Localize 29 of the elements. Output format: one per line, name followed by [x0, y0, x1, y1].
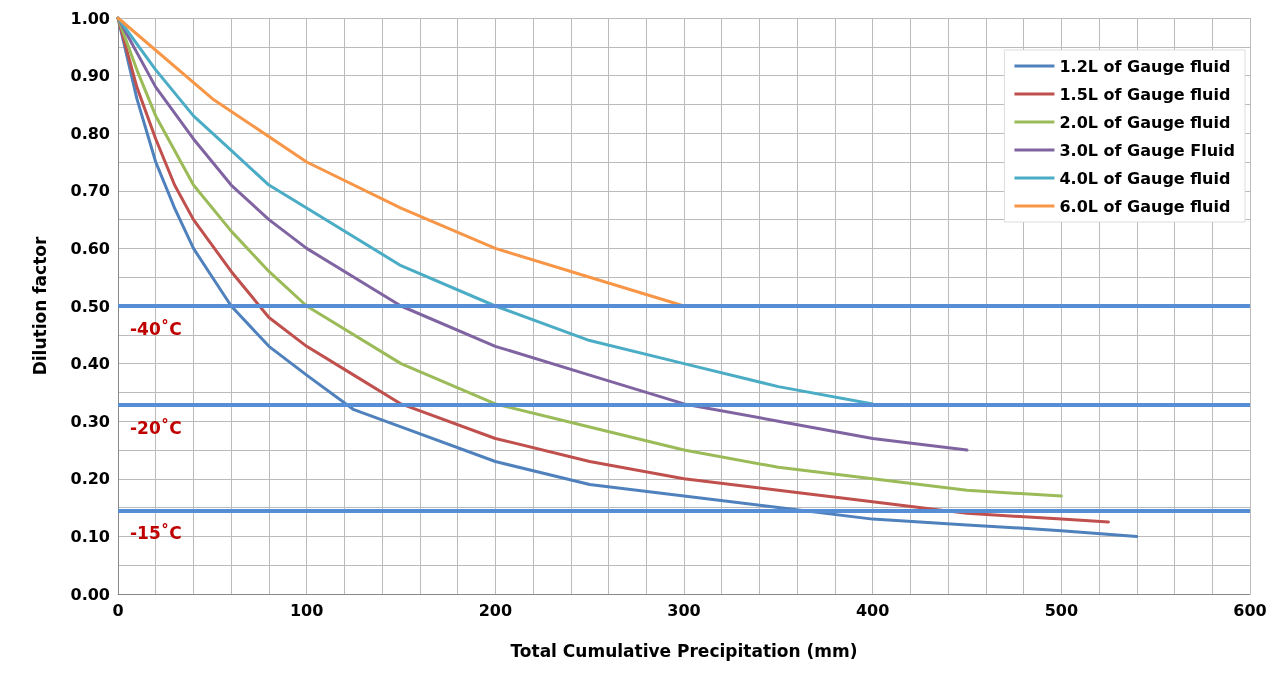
y-tick-label: 0.80 [70, 123, 110, 143]
y-tick-label: 0.70 [70, 181, 110, 201]
ref-line-label: -40˚C [130, 317, 182, 339]
ref-line-label: -15˚C [130, 521, 182, 543]
y-tick-label: 0.60 [70, 238, 110, 258]
ref-line-label: -20˚C [130, 416, 182, 438]
x-tick-label: 200 [478, 600, 513, 620]
x-tick-label: 400 [855, 600, 890, 620]
y-tick-label: 0.90 [70, 66, 110, 86]
x-tick-label: 100 [289, 600, 324, 620]
y-tick-label: 0.20 [70, 469, 110, 489]
y-axis-title: Dilution factor [29, 236, 50, 376]
legend-label: 4.0L of Gauge fluid [1059, 168, 1231, 188]
legend-label: 2.0L of Gauge fluid [1059, 112, 1231, 132]
y-tick-label: 1.00 [70, 8, 110, 28]
legend-label: 1.5L of Gauge fluid [1059, 84, 1231, 104]
y-tick-label: 0.00 [70, 584, 110, 604]
y-tick-label: 0.10 [70, 526, 110, 546]
x-tick-label: 600 [1233, 600, 1267, 620]
x-axis-title: Total Cumulative Precipitation (mm) [510, 640, 858, 661]
y-tick-label: 0.40 [70, 354, 110, 374]
legend-label: 1.2L of Gauge fluid [1059, 56, 1231, 76]
y-tick-label: 0.50 [70, 296, 110, 316]
legend-label: 3.0L of Gauge Fluid [1059, 140, 1236, 160]
legend-label: 6.0L of Gauge fluid [1059, 196, 1231, 216]
x-tick-label: 500 [1044, 600, 1079, 620]
x-tick-label: 0 [112, 600, 124, 620]
y-tick-label: 0.30 [70, 411, 110, 431]
x-tick-label: 300 [667, 600, 701, 620]
